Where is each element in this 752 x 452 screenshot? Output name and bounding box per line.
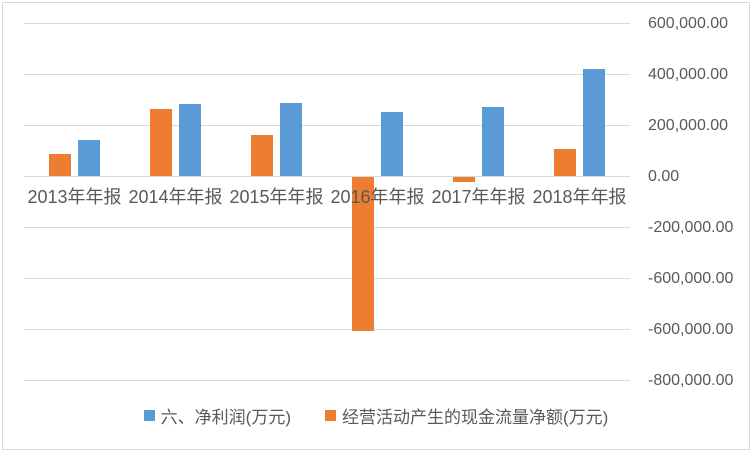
- gridline: [24, 329, 630, 330]
- y-axis-tick-label: 200,000.00: [648, 116, 729, 134]
- x-axis-category-label: 2014年年报: [128, 187, 223, 207]
- bar-cash-flow: [554, 148, 576, 177]
- x-axis-category-label: 2017年年报: [431, 187, 526, 207]
- y-axis-tick-label: -600,000.00: [648, 320, 734, 338]
- x-axis-category-label: 2015年年报: [229, 187, 324, 207]
- y-axis-tick-label: 600,000.00: [648, 14, 729, 32]
- bar-net-profit: [381, 112, 403, 177]
- bar-cash-flow: [352, 176, 374, 331]
- legend-item-cash-flow: 经营活动产生的现金流量净额(万元): [325, 403, 608, 428]
- legend-swatch-cash-flow: [325, 410, 336, 421]
- bar-net-profit: [583, 68, 605, 177]
- y-axis-tick-label: -800,000.00: [648, 371, 734, 389]
- gridline: [24, 227, 630, 228]
- legend-label-cash-flow: 经营活动产生的现金流量净额(万元): [342, 408, 609, 427]
- y-axis-tick-label: -600,000.00: [648, 269, 734, 287]
- legend-item-net-profit: 六、净利润(万元): [143, 403, 291, 428]
- legend: 六、净利润(万元) 经营活动产生的现金流量净额(万元): [0, 403, 752, 428]
- gridline: [24, 23, 630, 24]
- legend-swatch-net-profit: [143, 410, 155, 421]
- gridline: [24, 74, 630, 75]
- x-axis-category-label: 2016年年报: [330, 187, 425, 207]
- bar-net-profit: [482, 106, 504, 177]
- legend-label-net-profit: 六、净利润(万元): [160, 408, 291, 427]
- bar-cash-flow: [49, 154, 71, 177]
- x-axis-category-label: 2018年年报: [532, 187, 627, 207]
- y-axis-tick-label: -200,000.00: [648, 218, 734, 236]
- bar-net-profit: [78, 139, 100, 177]
- gridline: [24, 380, 630, 381]
- gridline: [24, 278, 630, 279]
- bar-net-profit: [179, 104, 201, 177]
- bar-net-profit: [280, 103, 302, 177]
- y-axis-tick-label: 400,000.00: [648, 65, 729, 83]
- x-axis-category-label: 2013年年报: [27, 187, 122, 207]
- bar-cash-flow: [150, 109, 172, 177]
- bar-cash-flow: [453, 176, 475, 182]
- y-axis-tick-label: 0.00: [648, 167, 680, 185]
- gridline: [24, 125, 630, 126]
- gridline: [24, 176, 630, 177]
- bar-cash-flow: [251, 134, 273, 177]
